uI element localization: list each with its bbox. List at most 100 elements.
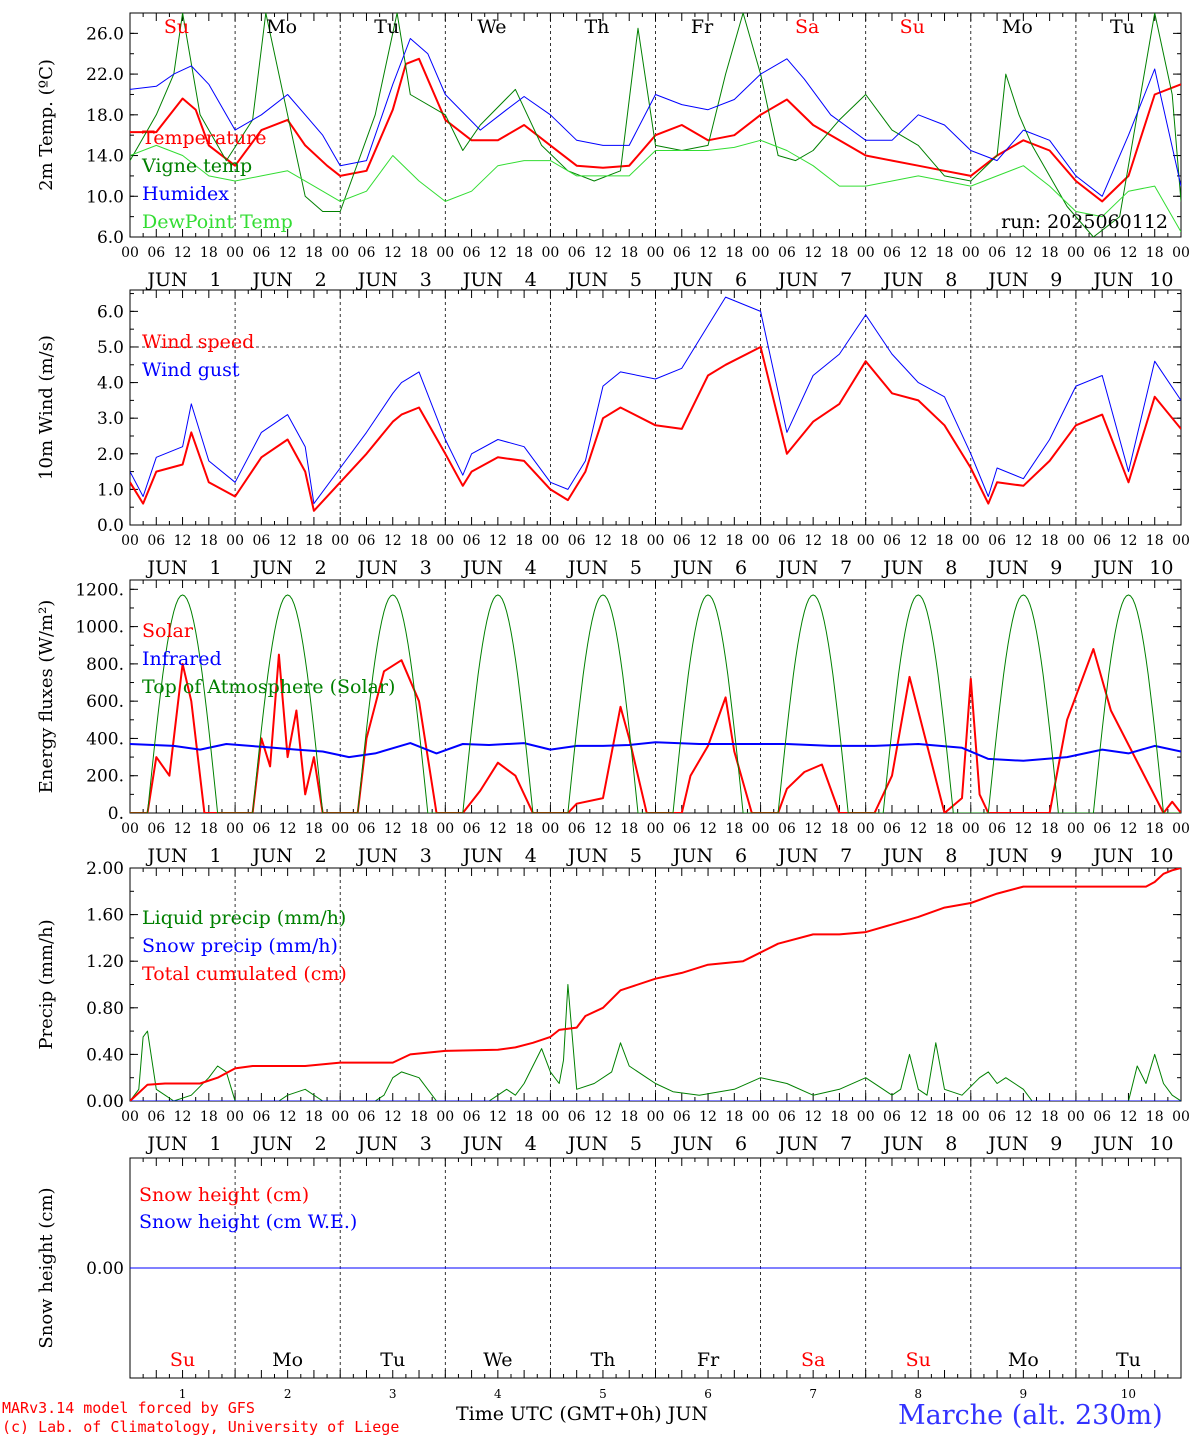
- weekday-label: Sa: [795, 16, 819, 38]
- day-month-label: JUN: [881, 845, 923, 867]
- x-tick-label: 12: [909, 821, 927, 837]
- x-tick-label: 18: [725, 821, 743, 837]
- time-axis-label: Time UTC (GMT+0h): [456, 1403, 662, 1425]
- day-month-label: JUN: [566, 1133, 608, 1155]
- day-month-label: JUN: [1091, 269, 1133, 291]
- x-tick-label: 00: [962, 533, 980, 549]
- day-number-label: 4: [525, 845, 537, 867]
- x-tick-label: 12: [594, 533, 612, 549]
- day-month-label: JUN: [881, 269, 923, 291]
- y-tick-label: 800.: [86, 655, 124, 675]
- y-tick-label: 2.0: [97, 445, 124, 465]
- x-tick-label: 12: [1120, 533, 1138, 549]
- x-tick-label: 00: [752, 245, 770, 261]
- x-tick-label: 18: [200, 821, 218, 837]
- weekday-label: Fr: [697, 1349, 720, 1371]
- day-number-label: 1: [210, 1133, 222, 1155]
- x-tick-label: 12: [594, 245, 612, 261]
- day-month-label: JUN: [356, 845, 398, 867]
- day-month-label: JUN: [776, 557, 818, 579]
- x-tick-label: 06: [252, 245, 270, 261]
- x-tick-label: 18: [1146, 821, 1164, 837]
- x-tick-label: 00: [1067, 821, 1085, 837]
- day-number-label: 1: [210, 269, 222, 291]
- x-tick-label: 18: [515, 245, 533, 261]
- x-tick-label: 06: [252, 821, 270, 837]
- x-tick-label: 06: [463, 245, 481, 261]
- x-tick-label: 12: [489, 245, 507, 261]
- weekday-label: Mo: [1008, 1349, 1039, 1371]
- day-number-label: 3: [420, 1133, 432, 1155]
- day-month-label: JUN: [566, 845, 608, 867]
- weekday-label: Fr: [691, 16, 714, 38]
- x-tick-label: 00: [962, 821, 980, 837]
- day-month-label: JUN: [1091, 557, 1133, 579]
- series-infrared: [130, 741, 1181, 762]
- x-tick-label: 12: [279, 1109, 297, 1125]
- x-tick-label: 12: [174, 533, 192, 549]
- day-month-label: JUN: [145, 845, 187, 867]
- day-number-label: 4: [525, 269, 537, 291]
- y-tick-label: 6.0: [97, 302, 124, 322]
- day-month-label: JUN: [251, 845, 293, 867]
- legend-entry: Snow precip (mm/h): [142, 935, 338, 957]
- x-tick-label: 00: [541, 533, 559, 549]
- x-tick-label: 18: [515, 533, 533, 549]
- weekday-label: We: [477, 16, 506, 38]
- x-tick-label: 18: [725, 533, 743, 549]
- day-month-label: JUN: [461, 269, 503, 291]
- y-axis-title: Energy fluxes (W/m²): [36, 600, 57, 794]
- day-number-small: 3: [389, 1387, 397, 1401]
- x-tick-label: 06: [673, 533, 691, 549]
- x-tick-label: 00: [1067, 245, 1085, 261]
- x-tick-label: 06: [778, 245, 796, 261]
- y-tick-label: 4.0: [97, 374, 124, 394]
- x-tick-label: 06: [673, 821, 691, 837]
- day-number-label: 10: [1149, 1133, 1173, 1155]
- x-tick-label: 12: [1014, 245, 1032, 261]
- x-tick-label: 18: [620, 533, 638, 549]
- x-tick-label: 12: [489, 533, 507, 549]
- y-tick-label: 26.0: [86, 24, 124, 44]
- x-tick-label: 12: [174, 1109, 192, 1125]
- day-number-label: 2: [315, 1133, 327, 1155]
- x-tick-label: 12: [384, 245, 402, 261]
- x-tick-label: 06: [1093, 533, 1111, 549]
- x-tick-label: 00: [121, 245, 139, 261]
- y-tick-label: 0.40: [86, 1045, 124, 1065]
- day-month-label: JUN: [461, 557, 503, 579]
- x-tick-label: 12: [804, 533, 822, 549]
- series-dewpoint-temp: [130, 139, 1181, 233]
- y-tick-label: 0.: [108, 804, 124, 824]
- day-month-label: JUN: [145, 1133, 187, 1155]
- x-tick-label: 18: [410, 533, 428, 549]
- legend-entry: Infrared: [142, 648, 222, 670]
- legend-entry: Humidex: [142, 183, 229, 205]
- x-tick-label: 00: [436, 1109, 454, 1125]
- x-tick-label: 06: [778, 1109, 796, 1125]
- series-humidex: [130, 38, 1181, 197]
- x-tick-label: 06: [883, 245, 901, 261]
- x-tick-label: 18: [515, 1109, 533, 1125]
- legend-entry: Wind speed: [142, 331, 254, 353]
- day-number-label: 2: [315, 557, 327, 579]
- x-tick-label: 18: [725, 1109, 743, 1125]
- time-axis-month: JUN: [667, 1403, 709, 1425]
- x-tick-label: 06: [883, 1109, 901, 1125]
- day-number-label: 7: [840, 269, 852, 291]
- day-month-label: JUN: [145, 557, 187, 579]
- time-axis-title: Time UTC (GMT+0h) JUN: [456, 1403, 708, 1425]
- x-tick-label: 18: [831, 821, 849, 837]
- x-tick-label: 18: [410, 245, 428, 261]
- x-tick-label: 12: [594, 1109, 612, 1125]
- series-vigne-temp: [130, 13, 1181, 237]
- day-number-label: 7: [840, 557, 852, 579]
- day-month-label: JUN: [566, 269, 608, 291]
- day-number-label: 5: [630, 1133, 642, 1155]
- x-tick-label: 00: [647, 533, 665, 549]
- y-tick-label: 6.0: [97, 228, 124, 248]
- y-axis-title: 2m Temp. (ºC): [36, 59, 57, 191]
- day-number-label: 5: [630, 269, 642, 291]
- day-number-label: 4: [525, 1133, 537, 1155]
- panel-2: 0.0 1.0 2.0 3.0 4.0 5.0 6.0 10m Wind (m/s) Wind …: [36, 289, 1190, 579]
